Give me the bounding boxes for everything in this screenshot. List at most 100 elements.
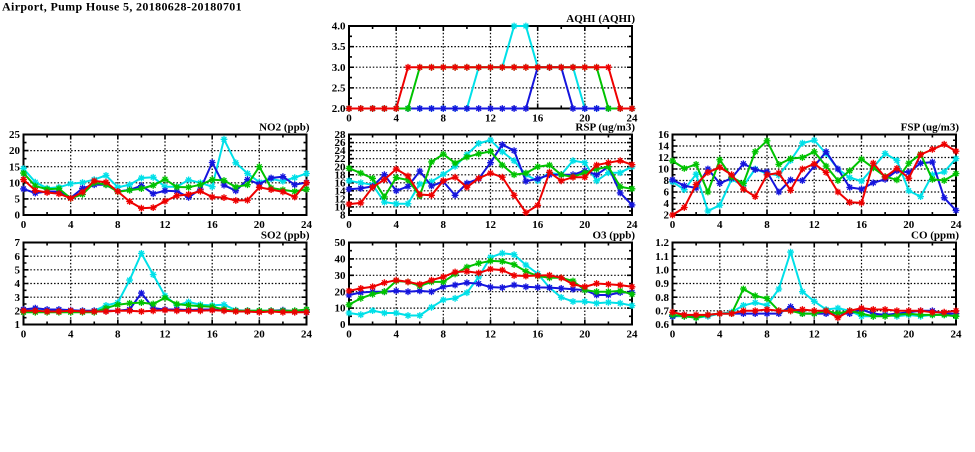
svg-text:20: 20 — [335, 161, 347, 173]
svg-text:0.7: 0.7 — [655, 305, 669, 317]
svg-text:1: 1 — [15, 319, 21, 331]
svg-text:20: 20 — [903, 329, 915, 341]
svg-text:16: 16 — [532, 219, 544, 231]
svg-text:8: 8 — [441, 113, 447, 125]
svg-text:8: 8 — [340, 210, 346, 222]
svg-text:4: 4 — [393, 113, 399, 125]
svg-text:14: 14 — [335, 185, 347, 197]
svg-text:Airport, Pump House 5, 2018062: Airport, Pump House 5, 20180628-20180701 — [2, 0, 242, 14]
svg-text:28: 28 — [335, 129, 347, 141]
svg-text:4: 4 — [717, 329, 723, 341]
svg-text:4.0: 4.0 — [332, 21, 346, 33]
svg-text:18: 18 — [335, 169, 347, 181]
svg-text:12: 12 — [658, 152, 670, 164]
svg-text:4: 4 — [393, 219, 399, 231]
svg-text:14: 14 — [658, 141, 670, 153]
svg-text:10: 10 — [9, 177, 21, 189]
svg-text:0.8: 0.8 — [655, 292, 669, 304]
svg-text:24: 24 — [301, 219, 313, 231]
svg-text:8: 8 — [115, 329, 121, 341]
svg-text:12: 12 — [335, 194, 347, 206]
svg-text:0: 0 — [346, 329, 352, 341]
svg-text:2.5: 2.5 — [332, 83, 346, 95]
svg-text:0: 0 — [15, 210, 21, 222]
svg-text:1.1: 1.1 — [655, 251, 669, 263]
svg-text:16: 16 — [658, 129, 670, 141]
svg-text:10: 10 — [335, 303, 347, 315]
svg-text:0: 0 — [670, 329, 676, 341]
svg-text:5: 5 — [15, 264, 21, 276]
svg-text:20: 20 — [254, 219, 266, 231]
svg-text:16: 16 — [532, 329, 544, 341]
svg-text:12: 12 — [809, 329, 821, 341]
svg-text:2.0: 2.0 — [332, 103, 346, 115]
svg-text:6: 6 — [15, 251, 21, 263]
svg-text:6: 6 — [664, 187, 670, 199]
svg-text:0: 0 — [346, 219, 352, 231]
svg-text:8: 8 — [664, 175, 670, 187]
svg-text:7: 7 — [15, 237, 21, 249]
svg-text:4: 4 — [393, 329, 399, 341]
svg-text:10: 10 — [335, 202, 347, 214]
svg-text:22: 22 — [335, 153, 347, 165]
svg-text:CO (ppm): CO (ppm) — [911, 230, 959, 242]
svg-text:AQHI (AQHI): AQHI (AQHI) — [566, 13, 635, 25]
svg-text:2: 2 — [664, 210, 670, 222]
svg-text:4: 4 — [68, 329, 74, 341]
svg-text:16: 16 — [207, 219, 219, 231]
svg-text:25: 25 — [9, 129, 21, 141]
svg-text:12: 12 — [485, 219, 497, 231]
svg-text:20: 20 — [579, 113, 591, 125]
svg-text:24: 24 — [627, 113, 639, 125]
svg-text:3.5: 3.5 — [332, 41, 346, 53]
svg-text:24: 24 — [951, 219, 963, 231]
svg-text:26: 26 — [335, 137, 347, 149]
svg-text:0: 0 — [21, 329, 27, 341]
svg-text:0: 0 — [21, 219, 27, 231]
svg-text:4: 4 — [68, 219, 74, 231]
svg-text:8: 8 — [115, 219, 121, 231]
svg-text:5: 5 — [15, 194, 21, 206]
svg-text:30: 30 — [335, 270, 347, 282]
svg-text:24: 24 — [335, 145, 347, 157]
svg-text:24: 24 — [301, 329, 313, 341]
svg-text:12: 12 — [485, 113, 497, 125]
svg-text:20: 20 — [9, 145, 21, 157]
svg-text:0: 0 — [340, 319, 346, 331]
svg-text:3.0: 3.0 — [332, 62, 346, 74]
svg-text:20: 20 — [254, 329, 266, 341]
svg-text:4: 4 — [717, 219, 723, 231]
svg-text:12: 12 — [160, 219, 172, 231]
svg-text:2: 2 — [15, 305, 21, 317]
svg-text:FSP (ug/m3): FSP (ug/m3) — [901, 122, 960, 134]
svg-text:1.2: 1.2 — [655, 237, 669, 249]
svg-text:40: 40 — [335, 254, 347, 266]
svg-text:20: 20 — [579, 329, 591, 341]
svg-text:20: 20 — [335, 286, 347, 298]
svg-text:0: 0 — [670, 219, 676, 231]
svg-text:12: 12 — [809, 219, 821, 231]
svg-text:15: 15 — [9, 161, 21, 173]
svg-text:10: 10 — [658, 164, 670, 176]
svg-text:12: 12 — [160, 329, 172, 341]
svg-text:16: 16 — [207, 329, 219, 341]
svg-text:O3 (ppb): O3 (ppb) — [593, 230, 636, 242]
svg-text:RSP (ug/m3): RSP (ug/m3) — [575, 122, 635, 134]
svg-text:16: 16 — [532, 113, 544, 125]
svg-text:0.9: 0.9 — [655, 278, 669, 290]
svg-text:20: 20 — [579, 219, 591, 231]
svg-text:4: 4 — [664, 198, 670, 210]
svg-text:0: 0 — [346, 113, 352, 125]
svg-text:24: 24 — [627, 219, 639, 231]
svg-text:3: 3 — [15, 292, 21, 304]
svg-text:8: 8 — [441, 329, 447, 341]
svg-text:0.6: 0.6 — [655, 319, 669, 331]
svg-text:16: 16 — [856, 329, 868, 341]
svg-text:8: 8 — [441, 219, 447, 231]
svg-text:50: 50 — [335, 237, 347, 249]
svg-text:8: 8 — [764, 219, 770, 231]
svg-text:SO2 (ppb): SO2 (ppb) — [261, 230, 310, 242]
svg-text:NO2 (ppb): NO2 (ppb) — [259, 122, 310, 134]
svg-text:16: 16 — [856, 219, 868, 231]
svg-text:16: 16 — [335, 177, 347, 189]
